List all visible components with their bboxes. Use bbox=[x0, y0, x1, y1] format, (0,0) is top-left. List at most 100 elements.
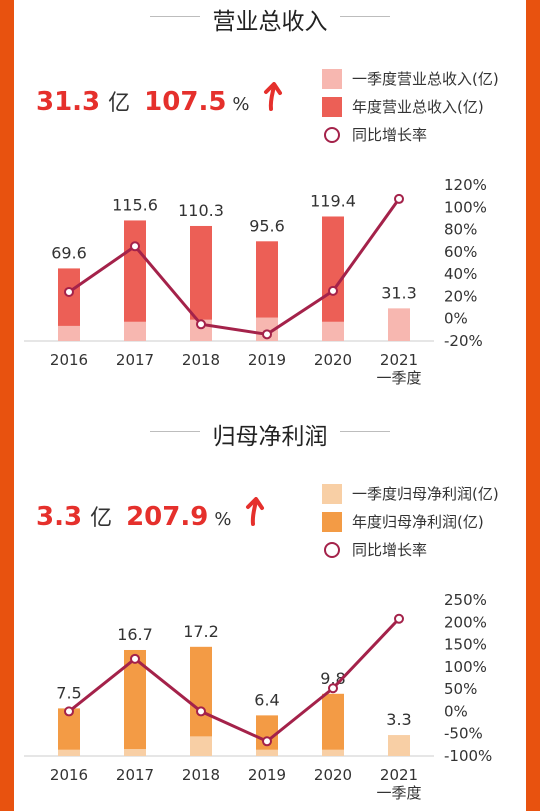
title-divider-left bbox=[150, 431, 200, 432]
quarter-bar bbox=[190, 736, 212, 756]
x-tick-label: 2019 bbox=[248, 766, 286, 784]
growth-point bbox=[262, 736, 272, 747]
growth-point bbox=[328, 683, 338, 694]
y-tick-label: 120% bbox=[444, 176, 487, 194]
revenue-section: 营业总收入 31.3 亿 107.5% 一季度营业总收入(亿) 年度营业总收入(亿)… bbox=[14, 0, 526, 400]
y-tick-label: 60% bbox=[444, 243, 477, 261]
growth-point bbox=[394, 613, 404, 624]
quarter-bar bbox=[58, 749, 80, 756]
bar-value-label: 95.6 bbox=[249, 216, 285, 235]
x-tick-label: 2018 bbox=[182, 351, 220, 369]
x-tick-label: 2021 bbox=[380, 766, 418, 784]
bar-value-label: 7.5 bbox=[56, 683, 81, 702]
headline-metrics: 31.3 亿 107.5% bbox=[36, 82, 283, 117]
growth-point bbox=[196, 706, 206, 717]
y-tick-label: 250% bbox=[444, 591, 487, 609]
bar-value-label: 115.6 bbox=[112, 195, 158, 214]
annual-bar bbox=[322, 216, 344, 341]
growth-point bbox=[328, 285, 338, 296]
value-unit: 亿 bbox=[90, 506, 113, 531]
annual-bar bbox=[58, 708, 80, 756]
net-profit-chart: 7.5201616.7201717.220186.420199.820203.3… bbox=[24, 591, 492, 802]
y-tick-label: -50% bbox=[444, 725, 483, 743]
title-divider-right bbox=[340, 431, 390, 432]
headline-metrics: 3.3 亿 207.9% bbox=[36, 497, 265, 532]
x-tick-label: 2019 bbox=[248, 351, 286, 369]
bar-value-label: 3.3 bbox=[386, 710, 411, 729]
annual-bar bbox=[256, 241, 278, 341]
value-unit: 亿 bbox=[108, 91, 131, 116]
x-tick-label: 一季度 bbox=[376, 784, 421, 802]
title-divider-right bbox=[340, 16, 390, 17]
section-title: 营业总收入 bbox=[212, 9, 328, 35]
x-tick-label: 2016 bbox=[50, 766, 88, 784]
growth-unit: % bbox=[232, 94, 250, 115]
y-tick-label: -20% bbox=[444, 332, 483, 350]
legend-label: 年度营业总收入(亿) bbox=[352, 98, 484, 116]
growth-point bbox=[196, 319, 206, 330]
annual-bar bbox=[124, 649, 146, 756]
quarter-bar bbox=[124, 749, 146, 756]
annual-bar bbox=[256, 715, 278, 756]
legend-marker bbox=[324, 542, 340, 558]
quarter-bar bbox=[322, 749, 344, 756]
x-tick-label: 2018 bbox=[182, 766, 220, 784]
x-tick-label: 2016 bbox=[50, 351, 88, 369]
x-tick-label: 2020 bbox=[314, 766, 352, 784]
legend-label: 一季度归母净利润(亿) bbox=[352, 485, 499, 503]
legend-swatch bbox=[322, 69, 342, 89]
bar-value-label: 119.4 bbox=[310, 191, 356, 210]
headline-value: 3.3 bbox=[36, 502, 83, 532]
growth-point bbox=[64, 706, 74, 717]
infographic-panel: 营业总收入 31.3 亿 107.5% 一季度营业总收入(亿) 年度营业总收入(亿)… bbox=[14, 0, 526, 811]
annual-bar bbox=[190, 646, 212, 756]
up-arrow-icon bbox=[245, 497, 264, 526]
y-tick-label: 100% bbox=[444, 658, 487, 676]
y-tick-label: 40% bbox=[444, 265, 477, 283]
legend-label: 同比增长率 bbox=[352, 126, 428, 144]
growth-point bbox=[64, 286, 74, 297]
legend-label: 一季度营业总收入(亿) bbox=[352, 70, 499, 88]
legend-marker bbox=[324, 127, 340, 143]
quarter-bar bbox=[256, 317, 278, 341]
y-tick-label: 0% bbox=[444, 310, 468, 328]
y-tick-label: 150% bbox=[444, 636, 487, 654]
title-divider-left bbox=[150, 16, 200, 17]
legend-swatch bbox=[322, 97, 342, 117]
growth-unit: % bbox=[214, 509, 232, 530]
quarter-bar bbox=[388, 308, 410, 341]
net-profit-section: 归母净利润 3.3 亿 207.9% 一季度归母净利润(亿) 年度归母净利润(亿) … bbox=[14, 415, 526, 811]
growth-point bbox=[394, 193, 404, 204]
legend-label: 年度归母净利润(亿) bbox=[352, 513, 484, 531]
legend-swatch bbox=[322, 512, 342, 532]
growth-line bbox=[68, 617, 401, 744]
bar-value-label: 69.6 bbox=[51, 243, 87, 262]
quarter-bar bbox=[256, 749, 278, 756]
x-tick-label: 2021 bbox=[380, 351, 418, 369]
annual-bar bbox=[322, 693, 344, 756]
growth-point bbox=[130, 241, 140, 252]
y-tick-label: 200% bbox=[444, 613, 487, 631]
revenue-chart: 69.6 2016 115.6 2017 110.3 2018 95.6 2019 119.4 2… bbox=[24, 176, 487, 387]
x-tick-label: 2017 bbox=[116, 766, 154, 784]
legend-label: 同比增长率 bbox=[352, 541, 428, 559]
growth-point bbox=[130, 653, 140, 664]
y-tick-label: 20% bbox=[444, 287, 477, 305]
x-tick-label: 一季度 bbox=[376, 369, 421, 387]
y-tick-label: 0% bbox=[444, 702, 468, 720]
headline-growth: 107.5 bbox=[144, 87, 227, 117]
legend-swatch bbox=[322, 484, 342, 504]
growth-point bbox=[262, 329, 272, 340]
bar-value-label: 16.7 bbox=[117, 625, 153, 644]
quarter-bar bbox=[322, 321, 344, 341]
bar-value-label: 31.3 bbox=[381, 283, 417, 302]
headline-growth: 207.9 bbox=[126, 502, 209, 532]
section-title: 归母净利润 bbox=[212, 424, 328, 450]
x-tick-label: 2017 bbox=[116, 351, 154, 369]
headline-value: 31.3 bbox=[36, 87, 101, 117]
bar-value-label: 110.3 bbox=[178, 201, 224, 220]
quarter-bar bbox=[124, 321, 146, 341]
bar-value-label: 17.2 bbox=[183, 622, 219, 641]
quarter-bar bbox=[388, 735, 410, 756]
bar-value-label: 6.4 bbox=[254, 690, 279, 709]
